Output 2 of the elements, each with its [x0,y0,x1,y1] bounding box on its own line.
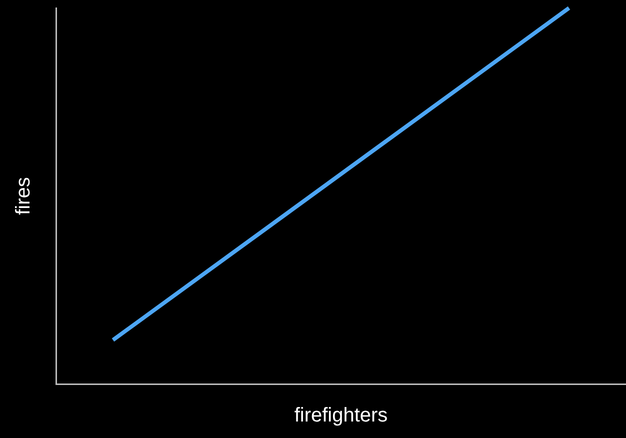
y-axis-title: fires [12,177,35,215]
x-axis-title: firefighters [294,404,388,427]
